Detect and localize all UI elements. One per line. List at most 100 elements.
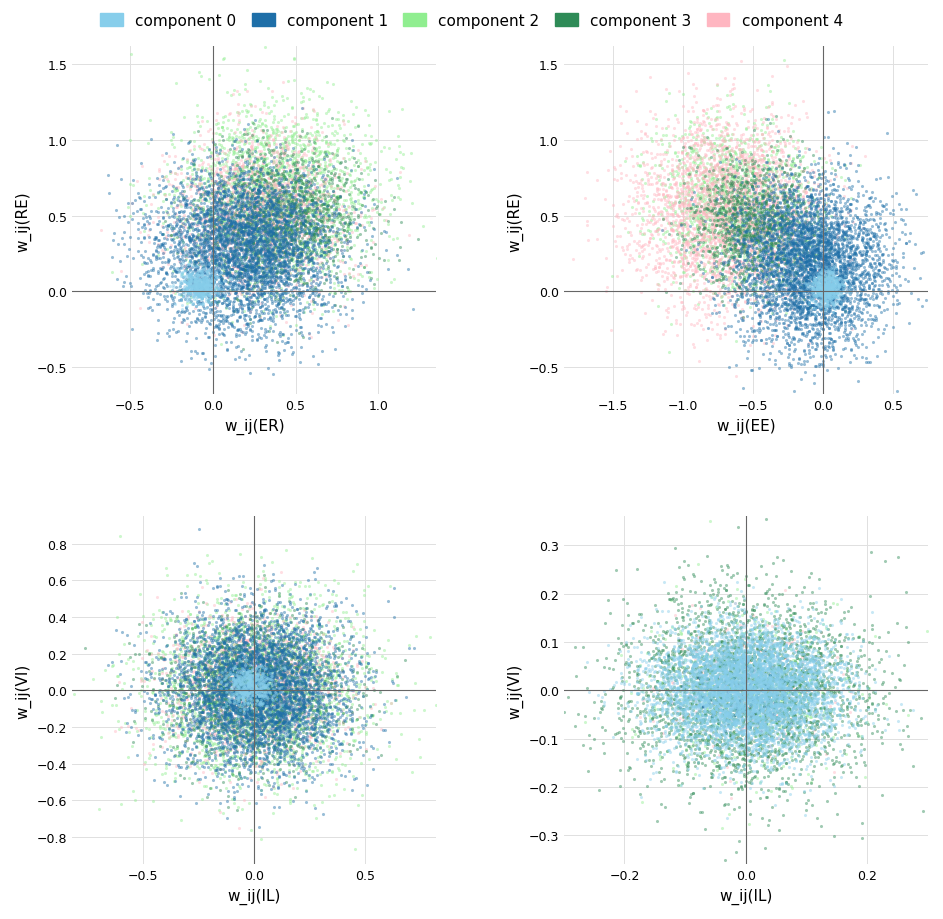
Point <box>200 276 215 290</box>
Point <box>695 645 710 660</box>
Point <box>689 278 704 292</box>
Point <box>731 198 746 212</box>
Point <box>191 668 207 683</box>
Point <box>731 176 746 191</box>
Point <box>178 194 193 209</box>
Point <box>741 258 756 273</box>
Point <box>739 296 754 311</box>
Point <box>189 712 204 727</box>
Point <box>612 641 627 656</box>
Point <box>306 256 322 271</box>
Point <box>720 644 736 659</box>
Point <box>823 689 838 704</box>
Point <box>260 189 275 204</box>
Point <box>786 210 801 225</box>
Point <box>251 722 266 737</box>
Point <box>759 227 774 242</box>
Point <box>121 200 136 215</box>
Point <box>245 705 260 720</box>
Point <box>802 271 818 286</box>
Point <box>767 249 782 264</box>
Point <box>784 778 799 793</box>
Point <box>345 629 360 643</box>
Point <box>209 681 224 696</box>
Point <box>761 681 776 696</box>
Point <box>260 251 275 266</box>
Point <box>218 685 233 699</box>
Point <box>321 667 336 682</box>
Point <box>837 304 852 319</box>
Point <box>289 205 304 220</box>
Point <box>182 269 197 284</box>
Point <box>847 675 862 690</box>
Point <box>247 671 262 686</box>
Point <box>824 709 839 723</box>
Point <box>716 694 731 709</box>
Point <box>273 652 288 666</box>
Point <box>239 259 254 274</box>
Point <box>720 254 736 268</box>
Point <box>231 229 246 244</box>
Point <box>178 291 193 306</box>
Point <box>717 635 732 650</box>
Point <box>250 682 265 697</box>
Point <box>236 266 251 280</box>
Point <box>720 699 736 714</box>
Point <box>220 204 235 219</box>
Point <box>820 189 835 204</box>
Point <box>191 675 207 689</box>
Point <box>700 667 715 682</box>
Point <box>777 236 792 251</box>
Point <box>237 172 252 187</box>
Point <box>308 695 323 709</box>
Point <box>282 264 297 278</box>
Point <box>795 251 810 266</box>
Point <box>222 222 237 237</box>
Point <box>283 641 298 656</box>
Point <box>231 108 246 123</box>
Point <box>820 721 835 736</box>
Point <box>277 216 292 231</box>
Point <box>786 193 802 208</box>
Point <box>730 686 745 700</box>
Point <box>217 183 232 198</box>
Point <box>157 661 173 675</box>
Point <box>835 250 851 265</box>
Point <box>258 166 273 181</box>
Point <box>793 709 808 724</box>
Point <box>772 698 787 712</box>
Point <box>769 675 784 689</box>
Point <box>734 679 749 694</box>
Point <box>207 716 223 731</box>
Point <box>269 173 284 187</box>
Point <box>709 181 724 196</box>
Point <box>246 748 261 763</box>
Point <box>799 652 814 667</box>
Point <box>297 607 312 622</box>
Point <box>285 184 300 199</box>
Point <box>260 704 275 719</box>
Point <box>281 200 296 215</box>
Point <box>176 698 191 713</box>
Point <box>274 699 290 714</box>
Point <box>225 641 240 656</box>
Point <box>333 693 348 708</box>
Point <box>259 291 274 306</box>
Point <box>249 759 264 774</box>
Point <box>298 685 313 699</box>
Point <box>789 304 804 319</box>
Point <box>252 712 267 727</box>
Point <box>265 237 280 252</box>
Point <box>687 584 703 599</box>
Point <box>193 201 208 216</box>
Point <box>296 615 311 630</box>
Point <box>693 255 708 270</box>
Point <box>196 749 211 764</box>
Point <box>236 675 251 689</box>
Point <box>253 259 268 274</box>
Point <box>350 657 365 672</box>
Point <box>234 261 249 276</box>
Point <box>239 259 254 274</box>
Point <box>748 166 763 181</box>
Point <box>818 638 833 652</box>
